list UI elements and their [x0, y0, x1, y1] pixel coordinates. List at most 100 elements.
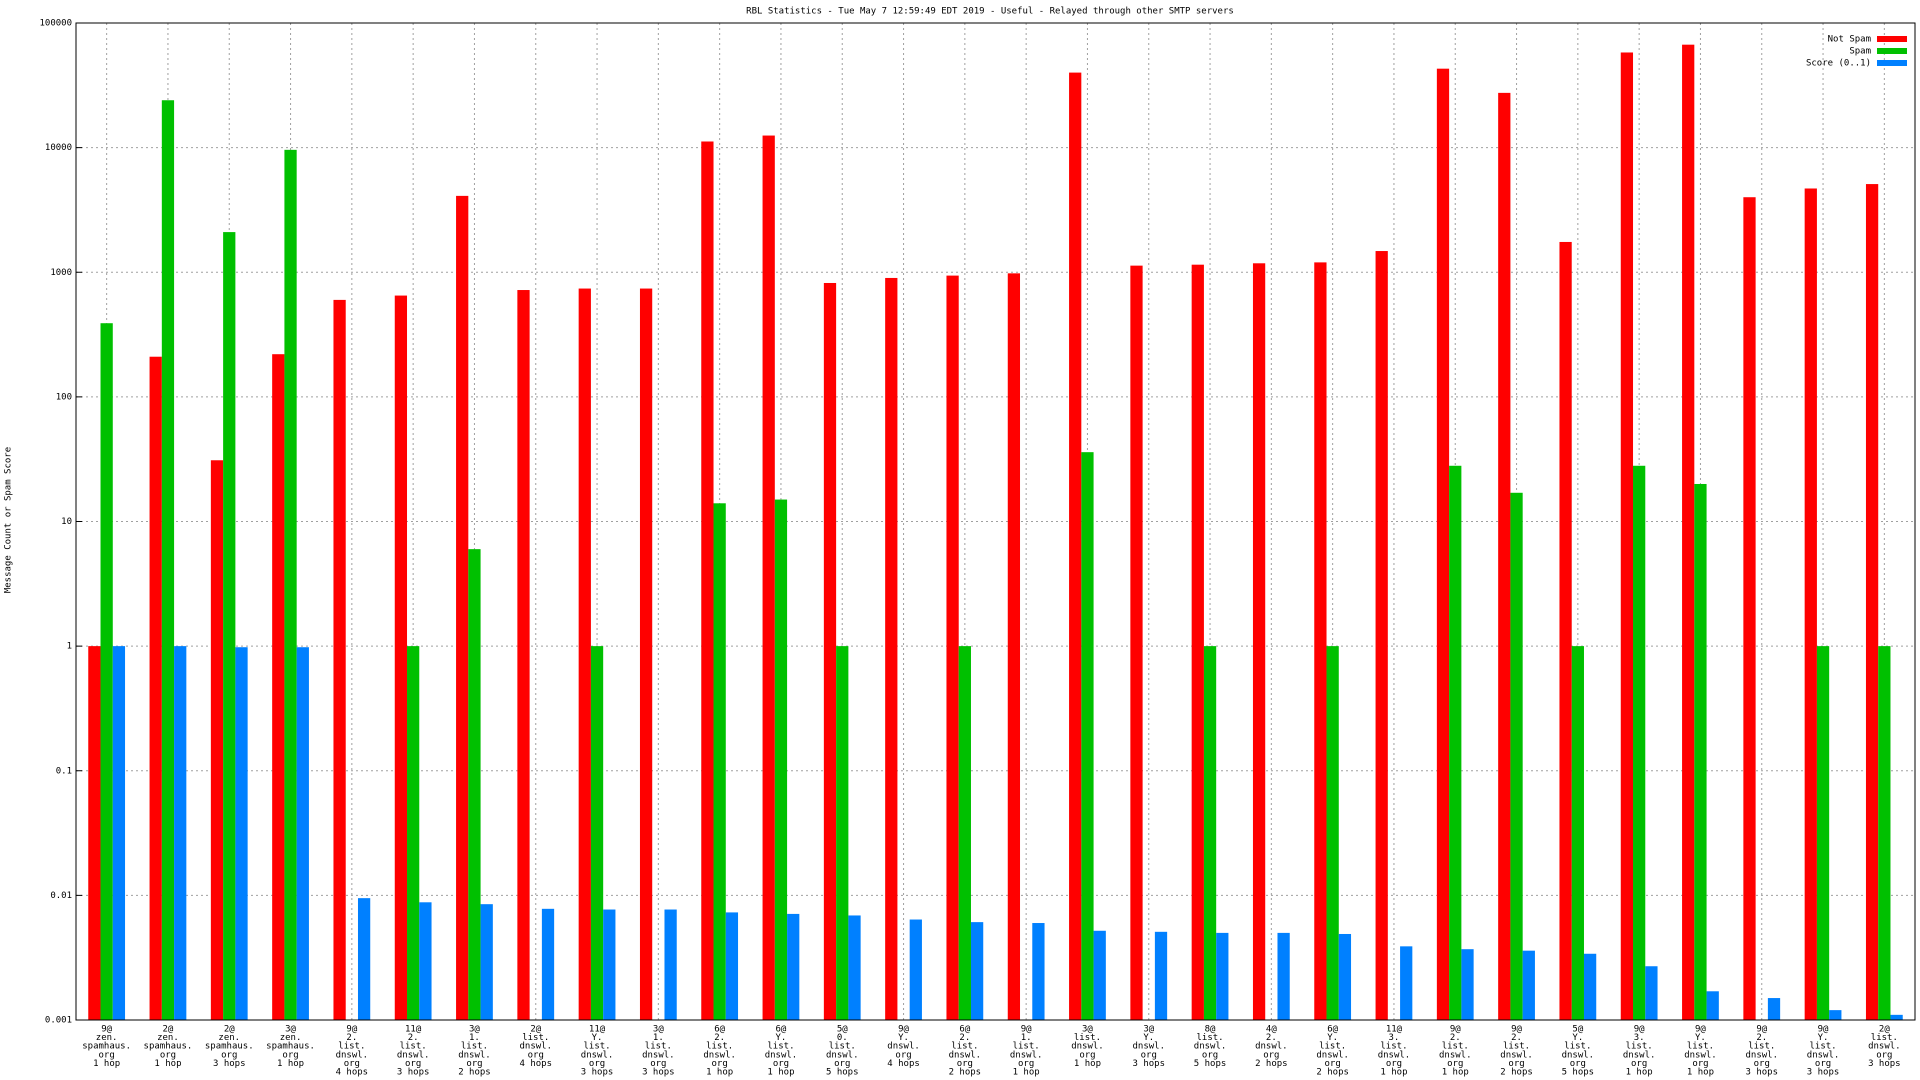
x-tick-label: 2 hops [458, 1068, 491, 1078]
x-tick-label: org [528, 1050, 544, 1060]
x-tick-label: 5 hops [1562, 1068, 1595, 1078]
x-tick-label: dnswl. [1194, 1042, 1227, 1052]
x-tick-label: 9@ [1695, 1025, 1706, 1035]
x-tick-label: org [712, 1059, 728, 1069]
bar [419, 902, 432, 1020]
x-tick-label: dnswl. [1255, 1042, 1288, 1052]
x-tick-label: dnswl. [1745, 1050, 1778, 1060]
x-tick-label: 8@ [1205, 1025, 1216, 1035]
legend-label: Spam [1849, 47, 1871, 57]
x-tick-label: 3 hops [581, 1068, 614, 1078]
x-tick-label: org [1141, 1050, 1157, 1060]
bar [1069, 72, 1082, 1021]
legend-swatch [1877, 60, 1907, 66]
x-tick-label: 1. [1021, 1033, 1032, 1043]
x-tick-label: 5 hops [1194, 1059, 1227, 1069]
x-tick-label: dnswl. [1378, 1050, 1411, 1060]
bar [1191, 264, 1204, 1020]
x-tick-label: org [1386, 1059, 1402, 1069]
x-tick-label: list. [584, 1042, 611, 1052]
bar [235, 647, 248, 1020]
x-tick-label: dnswl. [1807, 1050, 1840, 1060]
bar [1032, 923, 1045, 1020]
bar [1743, 197, 1756, 1021]
chart-title: RBL Statistics - Tue May 7 12:59:49 EDT … [746, 7, 1234, 17]
x-tick-label: dnswl. [1316, 1050, 1349, 1060]
x-tick-label: dnswl. [1562, 1050, 1595, 1060]
x-tick-label: dnswl. [1500, 1050, 1533, 1060]
x-tick-label: 1 hop [1013, 1068, 1040, 1078]
x-tick-label: org [773, 1059, 789, 1069]
x-tick-label: 3 hops [1807, 1068, 1840, 1078]
x-tick-label: dnswl. [581, 1050, 614, 1060]
x-tick-label: dnswl. [397, 1050, 430, 1060]
x-tick-label: 2@ [163, 1025, 174, 1035]
bar [272, 354, 285, 1020]
legend-label: Not Spam [1828, 35, 1871, 45]
x-tick-label: 9@ [346, 1025, 357, 1035]
y-tick-label: 0.001 [45, 1016, 72, 1026]
x-tick-label: 1 hop [1074, 1059, 1101, 1069]
x-tick-label: list. [1626, 1042, 1653, 1052]
x-tick-label: org [957, 1059, 973, 1069]
bar [1633, 465, 1646, 1020]
bar [456, 195, 469, 1020]
x-tick-label: list. [522, 1033, 549, 1043]
x-tick-label: list. [400, 1042, 427, 1052]
bar [1093, 930, 1106, 1020]
bar [1216, 932, 1229, 1020]
x-tick-label: dnswl. [1010, 1050, 1043, 1060]
bar [909, 919, 922, 1020]
x-tick-label: org [1508, 1059, 1524, 1069]
x-tick-label: list. [1442, 1042, 1469, 1052]
bar [885, 277, 898, 1020]
x-tick-label: dnswl. [1868, 1042, 1901, 1052]
x-tick-label: 2. [1756, 1033, 1767, 1043]
bar [296, 647, 309, 1020]
x-tick-label: 3@ [653, 1025, 664, 1035]
x-tick-label: 1 hop [1442, 1068, 1469, 1078]
x-tick-label: dnswl. [458, 1050, 491, 1060]
x-tick-label: org [1754, 1059, 1770, 1069]
bar [112, 646, 126, 1020]
x-tick-label: Y. [592, 1033, 603, 1043]
x-tick-label: 6@ [1327, 1025, 1338, 1035]
y-tick-label: 0.1 [56, 766, 72, 776]
bar [88, 646, 101, 1020]
x-tick-label: list. [1871, 1033, 1898, 1043]
x-tick-label: 1 hop [1687, 1068, 1714, 1078]
x-tick-label: org [466, 1059, 482, 1069]
bar [468, 549, 481, 1020]
bar [333, 299, 346, 1020]
bar [1559, 241, 1572, 1021]
y-tick-label: 10 [61, 517, 72, 527]
y-axis-label: Message Count or Spam Score [4, 447, 14, 593]
x-tick-label: dnswl. [519, 1042, 552, 1052]
bar [774, 499, 788, 1020]
x-tick-label: spamhaus. [144, 1042, 193, 1052]
x-tick-label: list. [338, 1042, 365, 1052]
bar [1007, 273, 1021, 1020]
bar [480, 904, 493, 1020]
x-tick-label: org [405, 1059, 421, 1069]
x-tick-label: 3 hops [1132, 1059, 1165, 1069]
x-tick-label: 4@ [1266, 1025, 1277, 1035]
bar [1277, 932, 1290, 1020]
bar [1326, 646, 1339, 1020]
x-tick-label: 1 hop [1380, 1068, 1407, 1078]
bar [1706, 991, 1719, 1020]
legend-swatch [1877, 48, 1907, 54]
x-tick-label: org [282, 1050, 298, 1060]
x-tick-label: 6@ [776, 1025, 787, 1035]
bar [1338, 933, 1352, 1020]
x-tick-label: 6@ [959, 1025, 970, 1035]
x-tick-label: Y. [1818, 1033, 1829, 1043]
x-tick-label: 3@ [285, 1025, 296, 1035]
x-tick-label: 9@ [1818, 1025, 1829, 1035]
bar [1571, 646, 1584, 1020]
x-tick-label: dnswl. [336, 1050, 369, 1060]
x-tick-label: 3 hops [1868, 1059, 1901, 1069]
x-tick-label: 9@ [1634, 1025, 1645, 1035]
x-tick-label: spamhaus. [82, 1042, 131, 1052]
x-tick-label: 2 hops [1316, 1068, 1349, 1078]
